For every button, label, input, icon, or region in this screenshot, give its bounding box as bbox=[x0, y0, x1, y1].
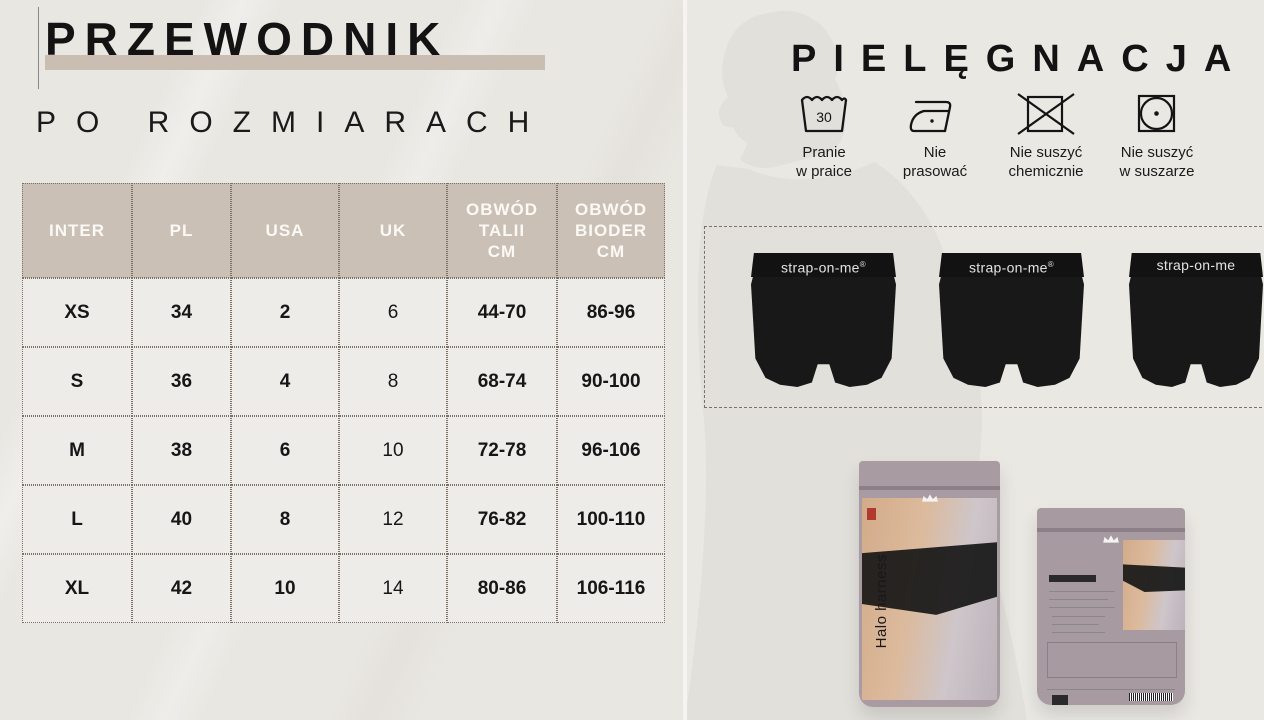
svg-text:30: 30 bbox=[816, 109, 832, 125]
